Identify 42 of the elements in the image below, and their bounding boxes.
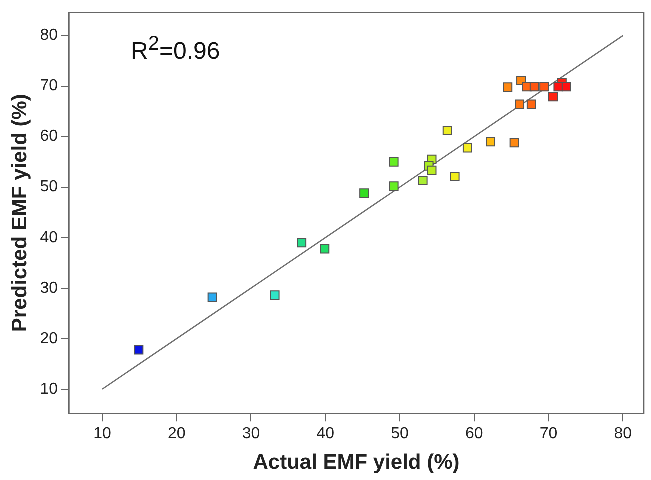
y-tick-label: 40 [40, 229, 58, 246]
point [134, 345, 144, 355]
y-tick-label: 50 [40, 178, 58, 196]
point [462, 143, 472, 153]
point [540, 82, 550, 92]
point [427, 166, 437, 176]
x-tick-label: 20 [168, 426, 186, 443]
x-tick-label: 40 [316, 426, 335, 443]
point [418, 176, 428, 186]
point [510, 138, 520, 148]
point [270, 290, 280, 300]
point [442, 126, 452, 136]
x-tick-label: 10 [94, 426, 112, 443]
point [389, 182, 399, 192]
point [208, 292, 218, 302]
point [526, 100, 536, 110]
point [530, 82, 540, 92]
point [297, 238, 307, 248]
x-axis-title: Actual EMF yield (%) [253, 451, 460, 474]
x-tick-label: 60 [466, 426, 484, 443]
point [503, 82, 513, 92]
point [486, 137, 496, 147]
x-tick-label: 70 [540, 426, 558, 443]
point [562, 82, 572, 92]
x-tick-label: 80 [614, 426, 632, 443]
y-tick-label: 20 [40, 330, 58, 348]
point [554, 82, 564, 92]
point [548, 92, 558, 102]
y-axis-title: Predicted EMF yield (%) [8, 94, 32, 332]
y-tick-label: 30 [40, 280, 58, 297]
x-tick-label: 30 [242, 426, 260, 443]
point [515, 100, 525, 110]
y-tick-label: 80 [40, 27, 58, 44]
y-tick-label: 10 [40, 380, 58, 398]
x-tick-label: 50 [391, 426, 410, 443]
point [360, 188, 370, 198]
point [320, 244, 330, 254]
y-tick-label: 70 [40, 78, 58, 95]
y-tick-label: 60 [40, 128, 58, 146]
point [389, 157, 399, 167]
point [450, 172, 460, 182]
annotation: R$^{2}$=0.96 [130, 32, 220, 66]
